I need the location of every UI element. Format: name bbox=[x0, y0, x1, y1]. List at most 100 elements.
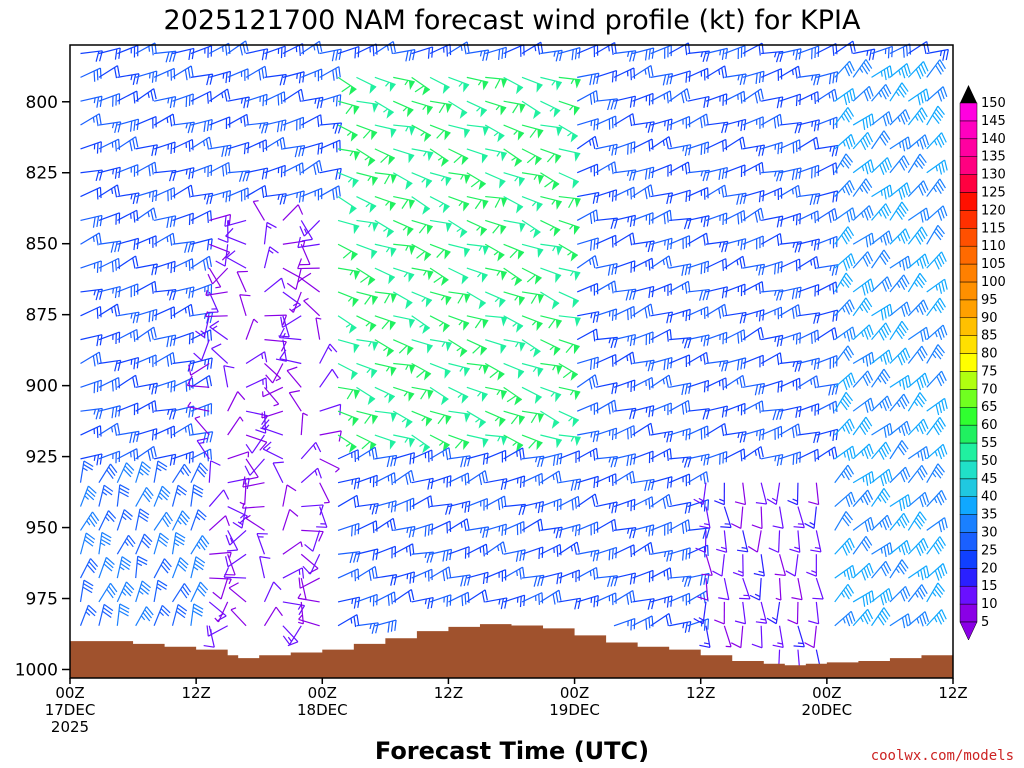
wind-barb bbox=[742, 207, 764, 223]
wind-barb bbox=[595, 353, 617, 367]
wind-barb bbox=[926, 324, 948, 341]
wind-barb bbox=[116, 484, 130, 507]
wind-barb bbox=[302, 553, 321, 575]
wind-barb bbox=[190, 238, 213, 251]
wind-barb bbox=[466, 410, 487, 429]
wind-barb bbox=[337, 386, 360, 400]
wind-barb bbox=[742, 263, 766, 276]
wind-barb bbox=[135, 326, 157, 342]
wind-barb bbox=[208, 267, 222, 289]
wind-barb bbox=[521, 41, 544, 55]
wind-barb bbox=[205, 311, 228, 318]
wind-barb bbox=[521, 148, 542, 166]
wind-barb bbox=[687, 351, 709, 365]
x-tick-label: 12Z bbox=[181, 684, 210, 702]
wind-barb bbox=[797, 256, 820, 270]
wind-barb bbox=[768, 530, 781, 553]
wind-barb bbox=[279, 349, 302, 365]
wind-barb bbox=[852, 159, 875, 175]
wind-barb bbox=[448, 172, 471, 185]
wind-barb bbox=[595, 262, 618, 276]
wind-barb bbox=[558, 339, 580, 355]
wind-barb bbox=[411, 291, 433, 308]
wind-barb bbox=[135, 354, 157, 368]
y-tick-label: 850 bbox=[26, 235, 58, 255]
wind-barb bbox=[613, 186, 636, 200]
wind-barb bbox=[724, 73, 747, 86]
wind-barb bbox=[98, 510, 117, 531]
wind-barb bbox=[80, 186, 102, 200]
wind-barb bbox=[558, 219, 580, 235]
colorbar-swatch bbox=[959, 532, 978, 551]
wind-barb bbox=[135, 263, 158, 276]
wind-barb bbox=[889, 255, 912, 271]
wind-barb bbox=[871, 184, 893, 200]
colorbar-label: 135 bbox=[981, 150, 1006, 165]
wind-barb bbox=[889, 393, 910, 412]
wind-barb bbox=[411, 596, 434, 609]
wind-barb bbox=[889, 466, 911, 484]
wind-barb bbox=[135, 280, 157, 294]
colorbar-label: 45 bbox=[981, 472, 998, 487]
wind-barb bbox=[540, 124, 563, 137]
wind-barb bbox=[448, 434, 470, 450]
wind-barb bbox=[718, 577, 730, 601]
wind-barb bbox=[259, 556, 271, 579]
wind-barb bbox=[117, 328, 139, 342]
wind-barb bbox=[264, 119, 287, 133]
wind-barb bbox=[772, 506, 784, 529]
wind-barb bbox=[263, 246, 279, 269]
wind-barb bbox=[747, 530, 762, 553]
wind-barb bbox=[797, 283, 820, 297]
colorbar-swatch bbox=[959, 156, 978, 175]
wind-barb bbox=[852, 590, 875, 607]
wind-barb bbox=[724, 402, 746, 416]
wind-barb bbox=[212, 577, 229, 600]
wind-barb bbox=[632, 47, 655, 61]
wind-barb bbox=[448, 339, 468, 358]
wind-barb bbox=[669, 501, 692, 514]
wind-barb bbox=[225, 529, 247, 546]
wind-barb bbox=[797, 375, 820, 389]
wind-barb bbox=[650, 136, 672, 150]
wind-barb bbox=[760, 68, 783, 81]
wind-barb bbox=[693, 601, 707, 625]
wind-barb bbox=[797, 164, 820, 179]
colorbar-label: 150 bbox=[981, 96, 1006, 111]
wind-barb bbox=[466, 498, 488, 511]
wind-barb bbox=[280, 315, 302, 328]
wind-barb bbox=[411, 100, 433, 116]
wind-barb bbox=[787, 482, 799, 506]
wind-barb bbox=[135, 144, 158, 157]
wind-barb bbox=[429, 243, 451, 260]
wind-barb bbox=[448, 291, 471, 304]
wind-barb bbox=[774, 554, 787, 577]
colorbar-label: 50 bbox=[981, 454, 998, 469]
wind-barb bbox=[98, 121, 122, 134]
wind-barb bbox=[632, 524, 655, 537]
wind-barb bbox=[393, 49, 416, 62]
wind-barb bbox=[540, 339, 561, 357]
wind-barb bbox=[80, 95, 103, 108]
wind-barb bbox=[540, 434, 562, 449]
wind-barb bbox=[429, 43, 452, 57]
wind-barb bbox=[558, 597, 582, 610]
wind-barb bbox=[576, 521, 599, 536]
wind-barb bbox=[576, 282, 599, 296]
wind-barb bbox=[907, 272, 927, 293]
colorbar-swatch bbox=[959, 496, 978, 515]
wind-barb bbox=[926, 463, 945, 484]
wind-barb bbox=[521, 574, 545, 587]
colorbar-swatch bbox=[959, 335, 978, 354]
wind-barb bbox=[411, 196, 431, 215]
colorbar-swatch bbox=[959, 406, 978, 426]
wind-barb bbox=[926, 278, 948, 294]
wind-barb bbox=[208, 489, 230, 507]
wind-barb bbox=[540, 148, 562, 164]
wind-barb bbox=[264, 386, 280, 407]
wind-barb bbox=[98, 285, 121, 299]
wind-barb bbox=[153, 485, 171, 507]
colorbar-swatch bbox=[959, 424, 978, 444]
wind-barb bbox=[429, 100, 452, 114]
